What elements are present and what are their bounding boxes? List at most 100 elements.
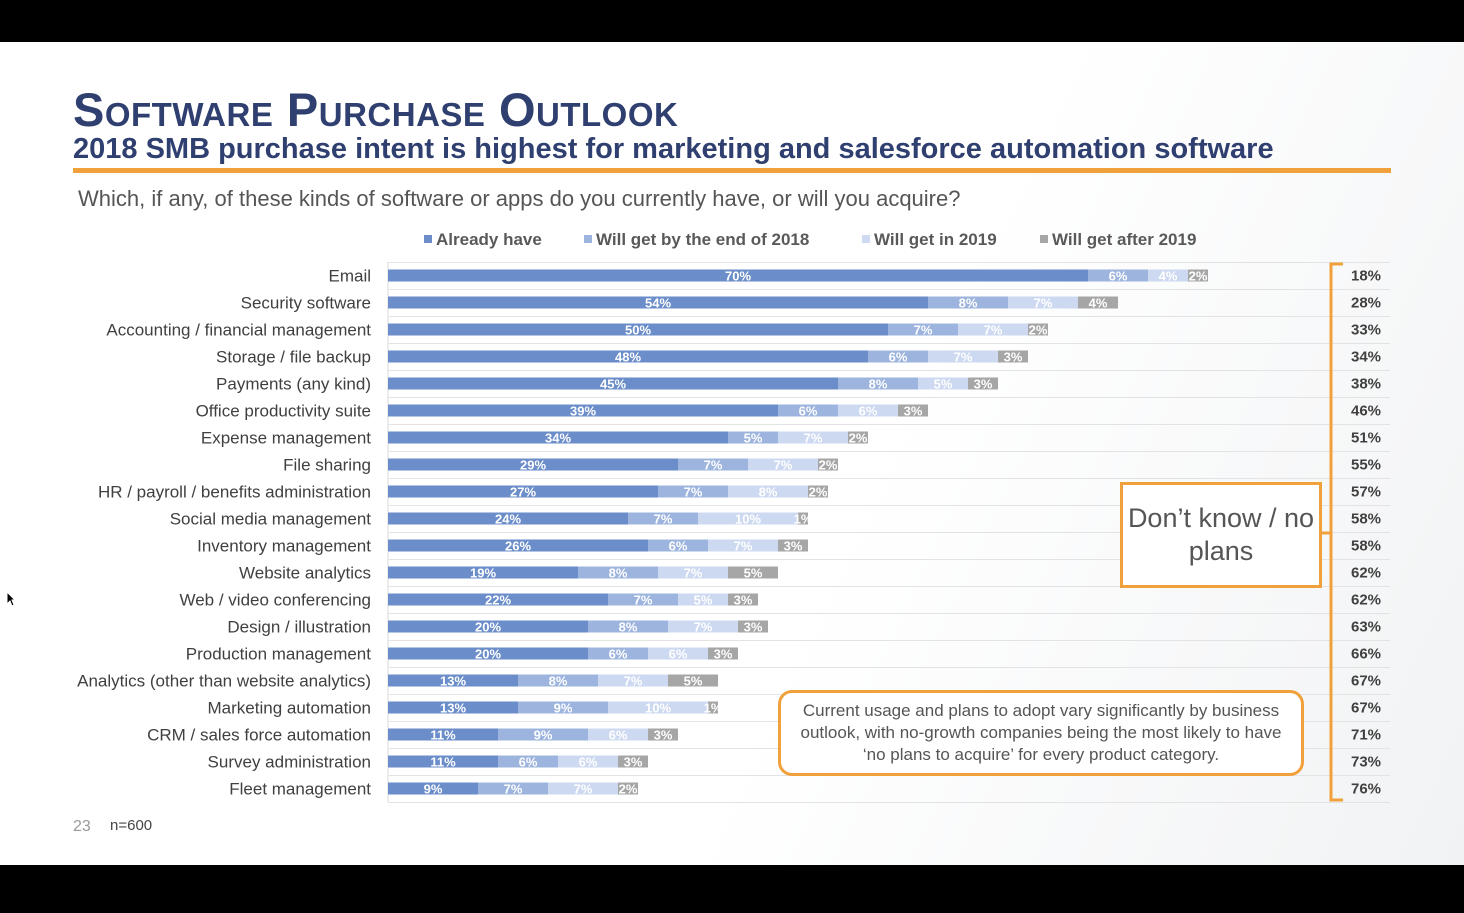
bar-segment bbox=[388, 458, 678, 471]
slide-subtitle: 2018 SMB purchase intent is highest for … bbox=[73, 133, 1274, 165]
bar-segment bbox=[388, 647, 588, 660]
data-label: 20% bbox=[475, 647, 501, 662]
data-label: 7% bbox=[634, 593, 653, 608]
category-label: Security software bbox=[241, 294, 371, 313]
bar-segment bbox=[388, 674, 518, 687]
bar-segment bbox=[658, 485, 728, 498]
category-label: Web / video conferencing bbox=[179, 591, 371, 610]
bar-segment bbox=[748, 458, 818, 471]
bar-segment bbox=[388, 755, 498, 768]
bar-segment bbox=[608, 701, 708, 714]
data-label: 7% bbox=[624, 674, 643, 689]
bar-segment bbox=[708, 647, 738, 660]
data-label: 3% bbox=[784, 539, 803, 554]
data-label: 6% bbox=[669, 647, 688, 662]
data-label: 3% bbox=[654, 728, 673, 743]
data-label: 9% bbox=[424, 782, 443, 797]
category-label: Accounting / financial management bbox=[106, 321, 371, 340]
bar-segment bbox=[608, 593, 678, 606]
data-label: 1% bbox=[704, 701, 723, 716]
data-label: 50% bbox=[625, 323, 651, 338]
bar-segment bbox=[678, 593, 728, 606]
bar-segment bbox=[388, 485, 658, 498]
data-label: 6% bbox=[519, 755, 538, 770]
dont-know-value: 76% bbox=[1351, 781, 1381, 798]
data-label: 8% bbox=[619, 620, 638, 635]
dont-know-value: 66% bbox=[1351, 646, 1381, 663]
bar-segment bbox=[388, 539, 648, 552]
data-label: 7% bbox=[774, 458, 793, 473]
dont-know-value: 63% bbox=[1351, 619, 1381, 636]
bar-segment bbox=[388, 566, 578, 579]
data-label: 4% bbox=[1089, 296, 1108, 311]
callout-box: Current usage and plans to adopt vary si… bbox=[778, 690, 1304, 776]
mouse-pointer-icon bbox=[6, 591, 16, 607]
dont-know-value: 33% bbox=[1351, 322, 1381, 339]
bar-segment bbox=[728, 431, 778, 444]
callout-text: Current usage and plans to adopt vary si… bbox=[800, 701, 1282, 764]
data-label: 8% bbox=[759, 485, 778, 500]
data-label: 7% bbox=[704, 458, 723, 473]
bar-segment bbox=[588, 647, 648, 660]
data-label: 11% bbox=[430, 728, 456, 743]
data-label: 7% bbox=[694, 620, 713, 635]
category-label: HR / payroll / benefits administration bbox=[98, 483, 371, 502]
data-label: 4% bbox=[1159, 269, 1178, 284]
bar-segment bbox=[968, 377, 998, 390]
bar-segment bbox=[868, 350, 928, 363]
data-label: 27% bbox=[510, 485, 536, 500]
data-label: 3% bbox=[1004, 350, 1023, 365]
bar-segment bbox=[518, 674, 598, 687]
dont-know-value: 58% bbox=[1351, 538, 1381, 555]
dont-know-value: 51% bbox=[1351, 430, 1381, 447]
bar-segment bbox=[518, 701, 608, 714]
data-label: 13% bbox=[440, 701, 466, 716]
bar-segment bbox=[388, 782, 478, 795]
data-label: 6% bbox=[609, 647, 628, 662]
category-label: Expense management bbox=[201, 429, 371, 448]
bar-segment bbox=[888, 323, 958, 336]
bar-segment bbox=[708, 701, 718, 714]
bar-segment bbox=[1188, 269, 1208, 282]
bar-segment bbox=[388, 701, 518, 714]
bar-segment bbox=[578, 566, 658, 579]
bar-segment bbox=[388, 323, 888, 336]
data-label: 6% bbox=[859, 404, 878, 419]
dont-know-value: 71% bbox=[1351, 727, 1381, 744]
dont-know-value: 73% bbox=[1351, 754, 1381, 771]
dont-know-value: 67% bbox=[1351, 673, 1381, 690]
data-label: 7% bbox=[914, 323, 933, 338]
bar-segment bbox=[388, 593, 608, 606]
dont-know-value: 18% bbox=[1351, 268, 1381, 285]
category-label: Production management bbox=[186, 645, 372, 664]
dont-know-label-box: Don’t know / no plans bbox=[1120, 482, 1322, 588]
bar-segment bbox=[668, 674, 718, 687]
bar-segment bbox=[628, 512, 698, 525]
data-label: 6% bbox=[669, 539, 688, 554]
data-label: 2% bbox=[809, 485, 828, 500]
bar-segment bbox=[618, 755, 648, 768]
bar-segment bbox=[1028, 323, 1048, 336]
legend-swatch bbox=[862, 235, 870, 243]
data-label: 5% bbox=[744, 431, 763, 446]
data-label: 5% bbox=[744, 566, 763, 581]
bar-segment bbox=[388, 377, 838, 390]
dont-know-value: 57% bbox=[1351, 484, 1381, 501]
data-label: 7% bbox=[984, 323, 1003, 338]
data-label: 8% bbox=[959, 296, 978, 311]
data-label: 7% bbox=[1034, 296, 1053, 311]
data-label: 34% bbox=[545, 431, 571, 446]
data-label: 2% bbox=[619, 782, 638, 797]
data-label: 2% bbox=[1189, 269, 1208, 284]
bar-segment bbox=[388, 404, 778, 417]
bar-segment bbox=[698, 512, 798, 525]
data-label: 2% bbox=[819, 458, 838, 473]
legend-swatch bbox=[1040, 235, 1048, 243]
bar-segment bbox=[778, 431, 848, 444]
bar-segment bbox=[728, 593, 758, 606]
bar-segment bbox=[478, 782, 548, 795]
data-label: 8% bbox=[609, 566, 628, 581]
bar-segment bbox=[588, 620, 668, 633]
dont-know-value: 62% bbox=[1351, 592, 1381, 609]
data-label: 3% bbox=[904, 404, 923, 419]
